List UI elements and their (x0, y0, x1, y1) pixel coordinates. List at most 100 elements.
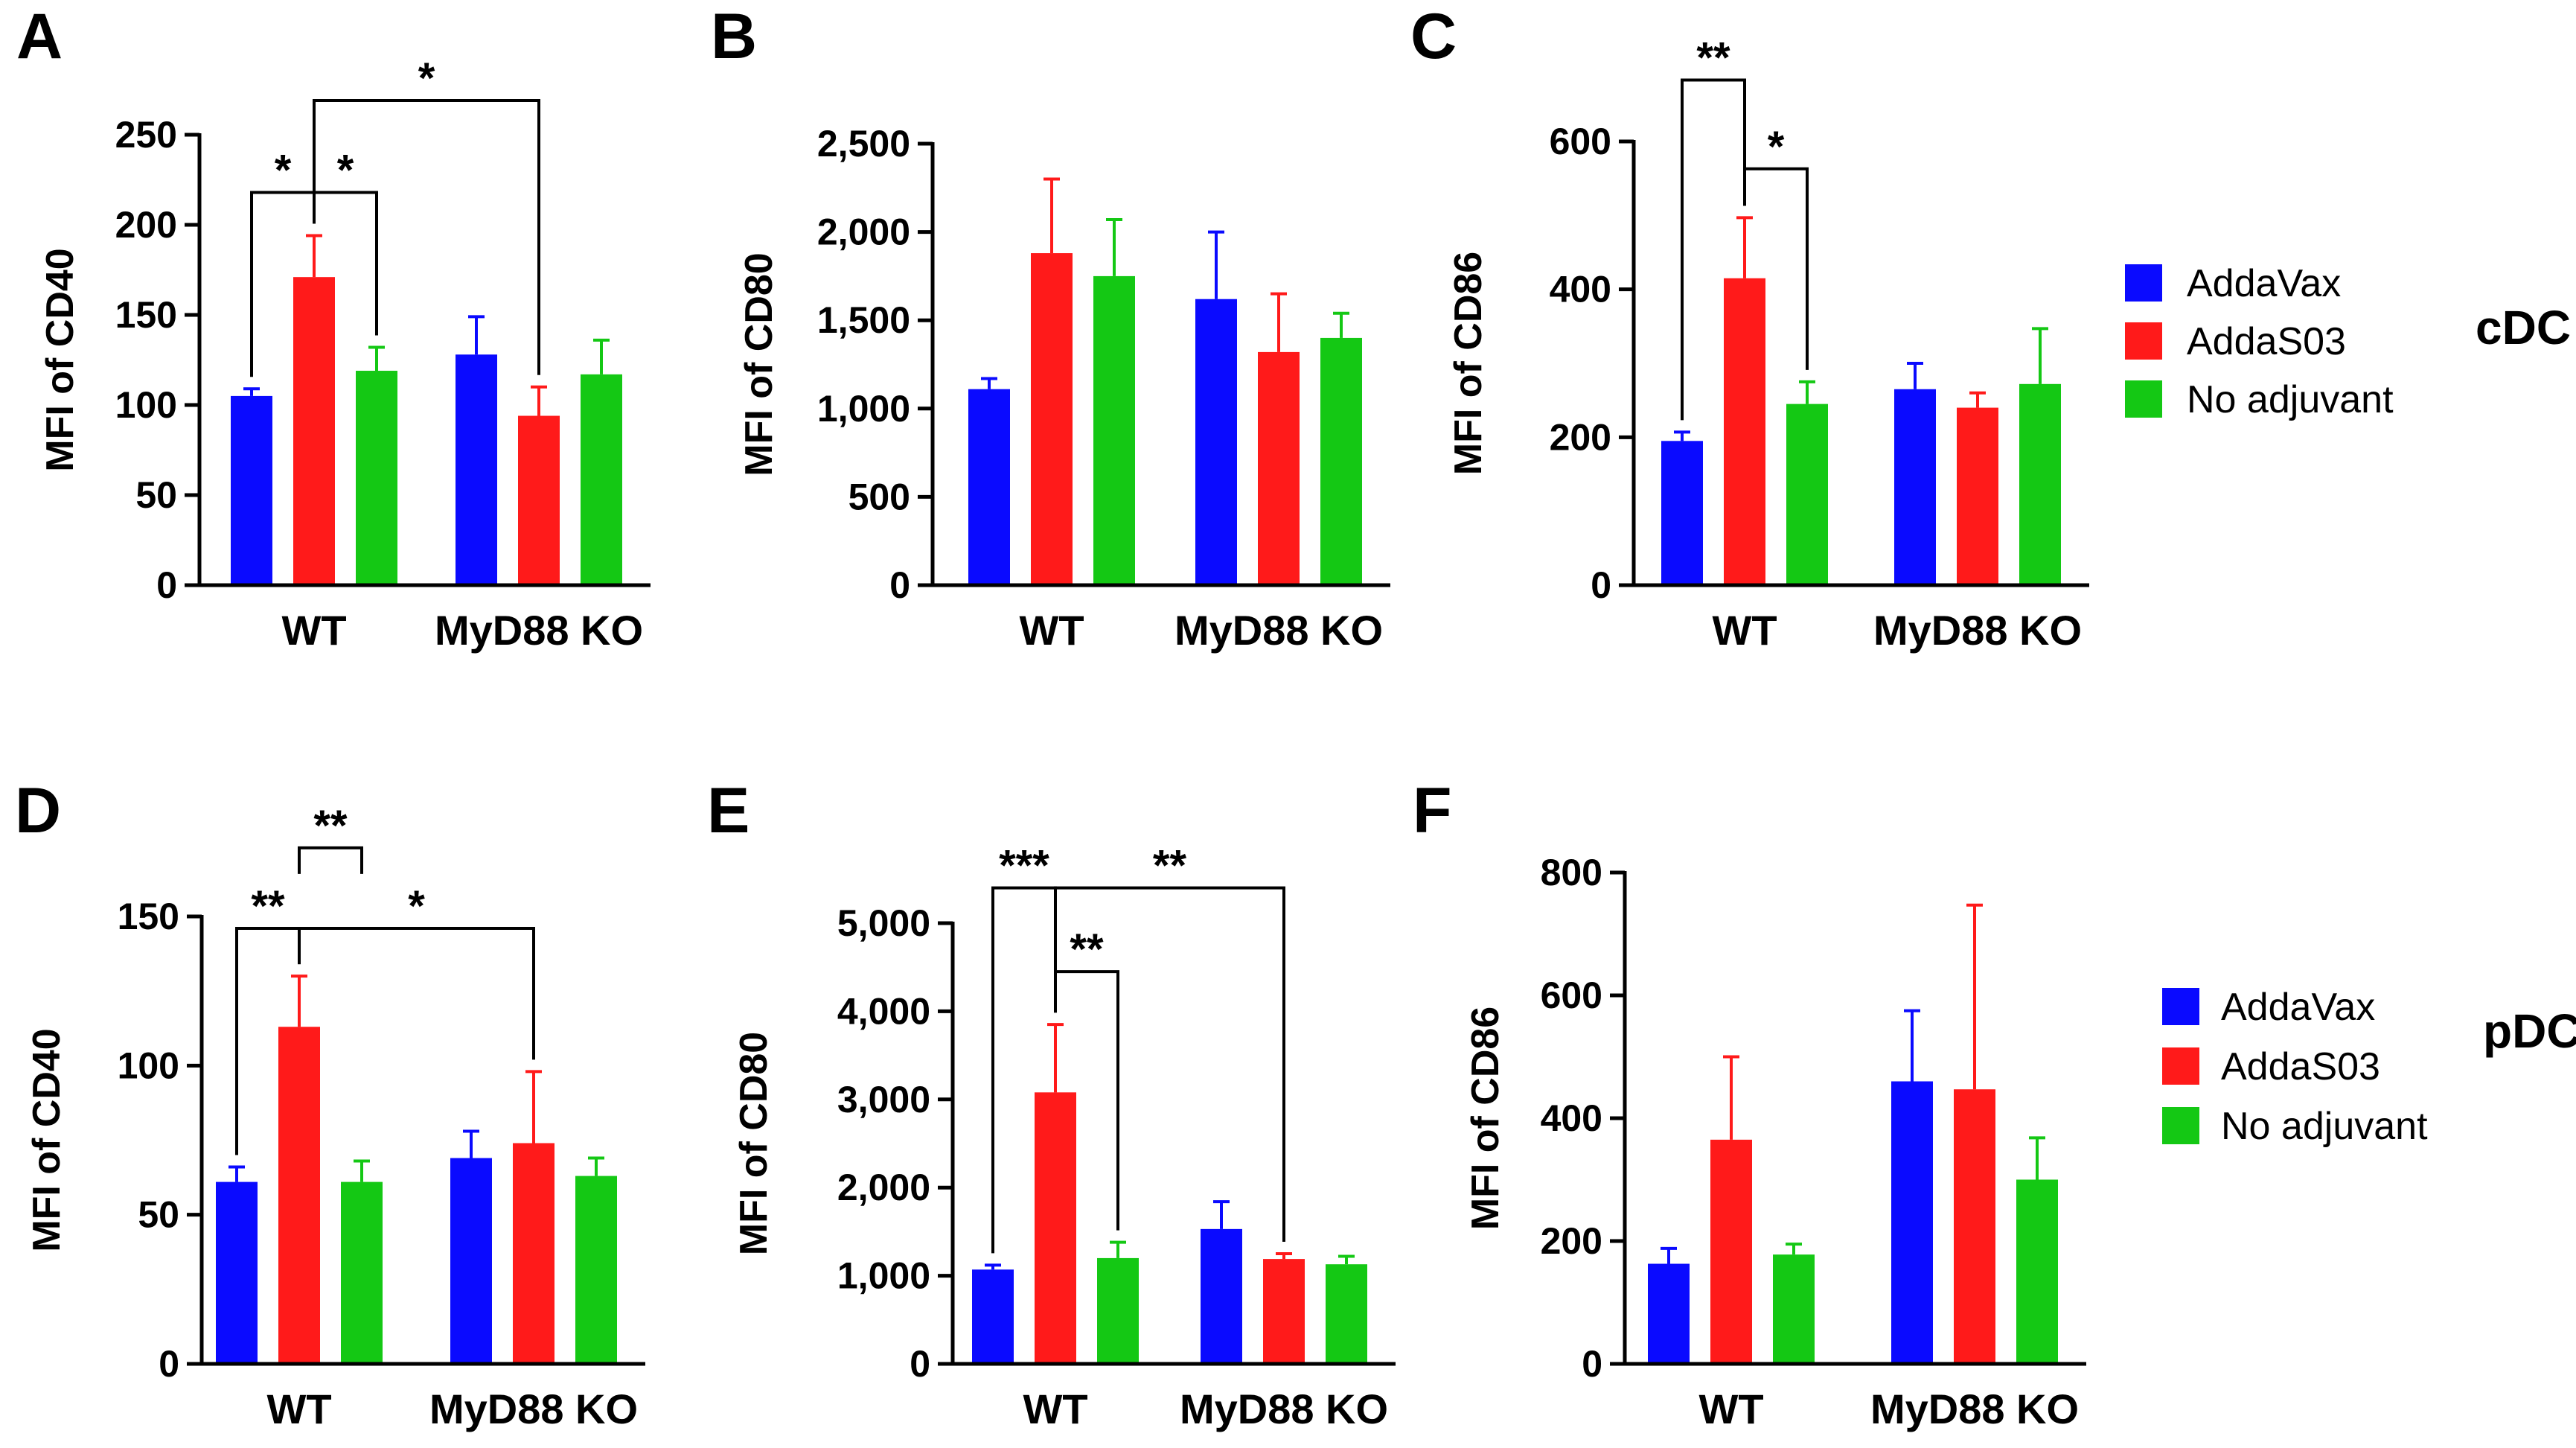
bar-addavax-myd88-ko (1195, 299, 1237, 585)
y-tick-label: 250 (115, 114, 177, 156)
bar-addas03-myd88-ko (1263, 1259, 1305, 1364)
y-tick-label: 0 (156, 564, 177, 606)
bar-addas03-myd88-ko (1954, 1089, 1995, 1364)
y-tick-label: 400 (1550, 269, 1611, 310)
panel-letter: B (711, 1, 757, 72)
significance-label: ** (1070, 925, 1104, 974)
y-tick-label: 200 (115, 204, 177, 246)
y-tick-label: 0 (159, 1343, 179, 1385)
legend-swatch-no-adjuvant (2162, 1107, 2199, 1144)
significance-bracket (313, 99, 540, 375)
bar-addas03-myd88-ko (1258, 351, 1300, 585)
panel-letter: D (15, 775, 61, 846)
bar-no-adjuvant-wt (356, 371, 397, 585)
y-tick-label: 50 (138, 1194, 179, 1236)
bar-addas03-wt (1035, 1092, 1076, 1364)
y-tick-label: 400 (1541, 1097, 1602, 1139)
legend-cdc: AddaVax AddaS03 No adjuvant cDC (2125, 262, 2571, 421)
panel-letter: C (1410, 1, 1457, 72)
significance-label: ** (1696, 34, 1730, 83)
legend-label: AddaS03 (2187, 320, 2346, 363)
bar-no-adjuvant-myd88-ko (2016, 1179, 2058, 1364)
significance-bracket (298, 927, 535, 1060)
bar-addas03-wt (1031, 253, 1073, 585)
y-tick-label: 2,000 (837, 1167, 930, 1208)
y-axis-label: MFI of CD40 (39, 248, 82, 471)
x-tick-label: MyD88 KO (429, 1385, 638, 1432)
bar-no-adjuvant-wt (1097, 1257, 1139, 1364)
y-tick-label: 800 (1541, 852, 1602, 893)
y-tick-label: 5,000 (837, 902, 930, 944)
panel-e: E MFI of CD80 0 1,000 2,000 3,000 4,000 5,000 WT… (707, 775, 1396, 1432)
significance-label: * (408, 882, 425, 931)
bar-addas03-wt (1724, 278, 1765, 585)
bar-addas03-wt (293, 277, 335, 585)
bar-no-adjuvant-myd88-ko (2019, 383, 2061, 585)
panel-a: A MFI of CD40 0 50 100 150 200 250 WT MyD88 KO * * * (16, 1, 651, 654)
y-tick-label: 0 (1591, 564, 1611, 606)
bar-addavax-myd88-ko (450, 1158, 492, 1364)
y-axis-label: MFI of CD86 (1464, 1007, 1507, 1230)
significance-label: * (275, 146, 292, 194)
y-tick-label: 100 (118, 1044, 179, 1086)
y-tick-label: 1,000 (817, 388, 910, 430)
row-label-pdc: pDC (2483, 1004, 2576, 1058)
bar-no-adjuvant-myd88-ko (575, 1176, 617, 1364)
y-tick-label: 200 (1550, 416, 1611, 458)
panel-letter: F (1413, 775, 1452, 846)
y-tick-label: 3,000 (837, 1079, 930, 1120)
bar-addas03-myd88-ko (518, 415, 560, 585)
significance-bracket (1054, 970, 1119, 1231)
significance-bracket (1743, 167, 1809, 370)
significance-label: ** (251, 882, 285, 931)
y-tick-label: 4,000 (837, 990, 930, 1032)
significance-label: ** (313, 802, 348, 850)
bar-no-adjuvant-myd88-ko (581, 374, 622, 585)
significance-label: * (1768, 123, 1785, 171)
y-tick-label: 200 (1541, 1220, 1602, 1262)
y-axis-label: MFI of CD40 (25, 1028, 68, 1251)
bar-addavax-wt (1661, 441, 1703, 585)
bar-addavax-wt (972, 1269, 1014, 1364)
y-tick-label: 600 (1550, 121, 1611, 162)
bar-no-adjuvant-wt (341, 1181, 383, 1364)
significance-label: ** (1153, 842, 1187, 890)
legend-swatch-no-adjuvant (2125, 380, 2162, 418)
x-tick-label: MyD88 KO (1180, 1385, 1388, 1432)
y-tick-label: 600 (1541, 975, 1602, 1016)
x-tick-label: MyD88 KO (1174, 607, 1383, 654)
bar-addavax-myd88-ko (1201, 1228, 1242, 1364)
y-tick-label: 50 (135, 474, 177, 516)
bar-addas03-myd88-ko (513, 1143, 554, 1364)
panel-letter: A (16, 1, 63, 72)
bar-addavax-wt (968, 389, 1010, 585)
bar-no-adjuvant-wt (1786, 404, 1828, 585)
legend-swatch-addavax (2162, 988, 2199, 1025)
y-tick-label: 0 (1582, 1343, 1602, 1385)
legend-swatch-addavax (2125, 264, 2162, 302)
bar-addavax-wt (1648, 1263, 1690, 1364)
y-tick-label: 1,500 (817, 299, 910, 341)
x-tick-label: WT (1698, 1385, 1763, 1432)
y-tick-label: 0 (910, 1343, 930, 1385)
legend-pdc: AddaVax AddaS03 No adjuvant pDC (2162, 986, 2576, 1148)
x-tick-label: MyD88 KO (435, 607, 643, 654)
significance-bracket (1054, 886, 1285, 1242)
significance-bracket (1681, 78, 1746, 421)
bar-addavax-wt (216, 1181, 258, 1364)
significance-label: * (337, 146, 354, 194)
x-tick-label: WT (281, 607, 346, 654)
panel-b: B MFI of CD80 0 500 1,000 1,500 2,000 2,500 WT My… (711, 1, 1390, 654)
y-tick-label: 150 (118, 896, 179, 937)
y-axis-label: MFI of CD86 (1447, 252, 1490, 475)
y-tick-label: 0 (889, 564, 910, 606)
bar-addas03-wt (1710, 1139, 1752, 1364)
legend-label: No adjuvant (2187, 378, 2394, 421)
x-tick-label: WT (266, 1385, 331, 1432)
row-label-cdc: cDC (2476, 301, 2571, 354)
x-tick-label: WT (1023, 1385, 1087, 1432)
y-tick-label: 150 (115, 294, 177, 336)
significance-bracket (298, 846, 363, 874)
